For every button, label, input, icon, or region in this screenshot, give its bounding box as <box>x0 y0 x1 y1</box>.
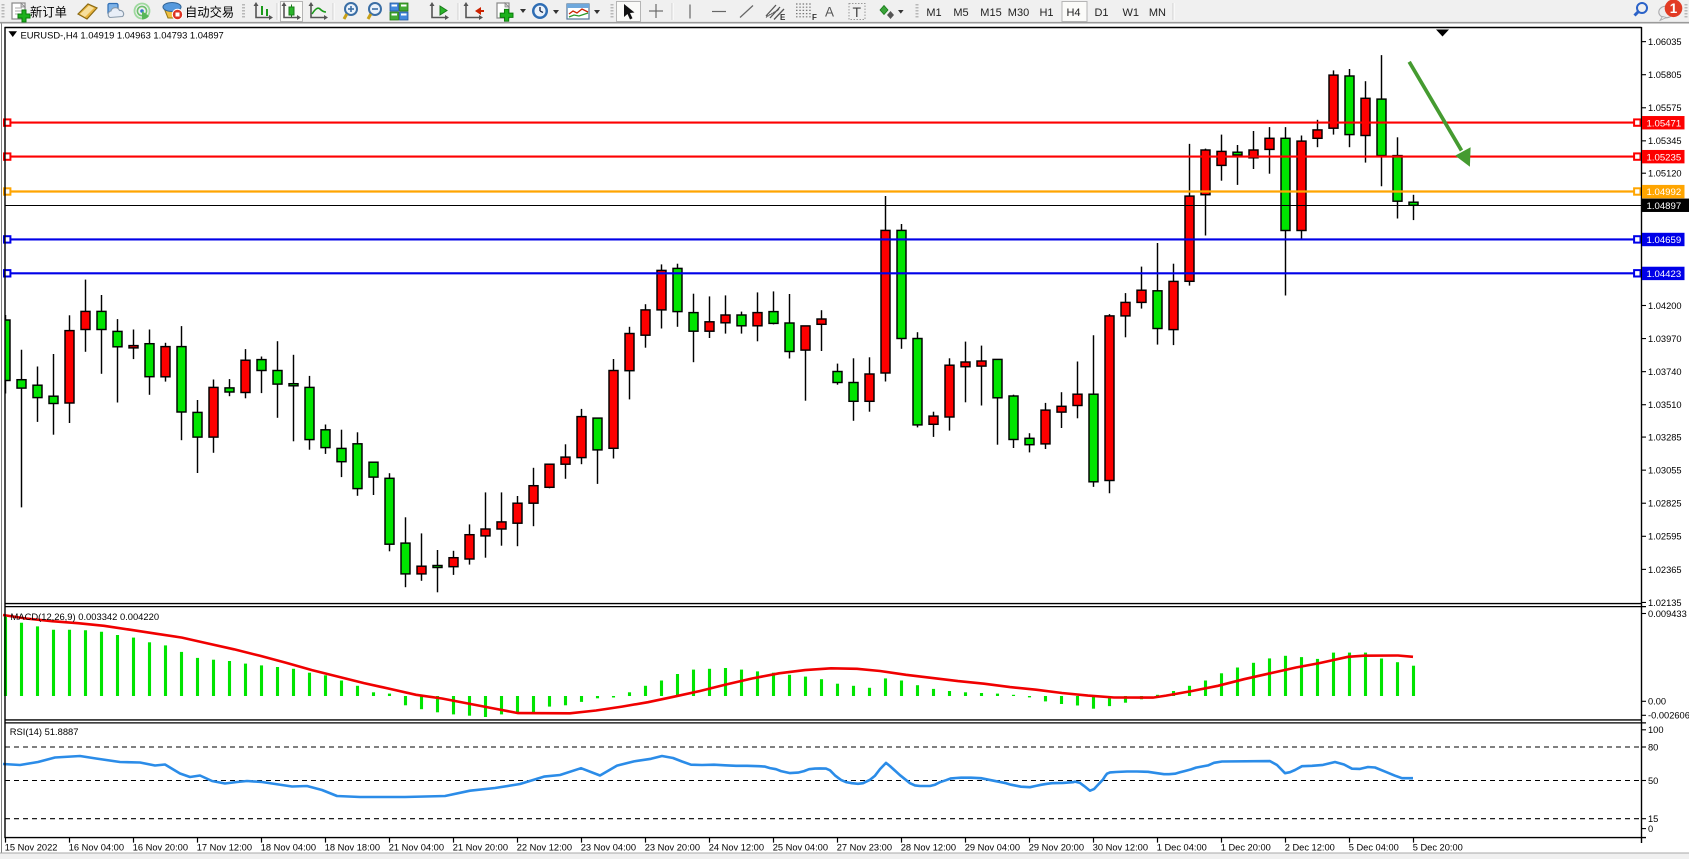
svg-text:28 Nov 12:00: 28 Nov 12:00 <box>901 842 956 852</box>
svg-text:1.02135: 1.02135 <box>1648 598 1682 608</box>
svg-text:1.04992: 1.04992 <box>1647 187 1682 198</box>
svg-text:E: E <box>780 13 786 22</box>
svg-text:1.06035: 1.06035 <box>1648 37 1682 47</box>
svg-text:1 Dec 04:00: 1 Dec 04:00 <box>1157 842 1207 852</box>
svg-text:0.009433: 0.009433 <box>1648 609 1687 619</box>
svg-text:50: 50 <box>1648 776 1658 786</box>
svg-text:1.05805: 1.05805 <box>1648 70 1682 80</box>
svg-text:新订单: 新订单 <box>30 5 67 20</box>
svg-text:23 Nov 20:00: 23 Nov 20:00 <box>645 842 700 852</box>
svg-text:1.05120: 1.05120 <box>1648 169 1682 179</box>
svg-text:F: F <box>812 13 817 22</box>
svg-text:MACD(12,26,9) 0.003342 0.00422: MACD(12,26,9) 0.003342 0.004220 <box>11 611 160 622</box>
svg-text:21 Nov 04:00: 21 Nov 04:00 <box>389 842 444 852</box>
svg-text:24 Nov 12:00: 24 Nov 12:00 <box>709 842 764 852</box>
svg-text:17 Nov 12:00: 17 Nov 12:00 <box>197 842 252 852</box>
svg-text:1.05575: 1.05575 <box>1648 103 1682 113</box>
svg-text:1.03285: 1.03285 <box>1648 432 1682 442</box>
svg-text:M15: M15 <box>980 7 1001 19</box>
svg-text:M5: M5 <box>953 7 968 19</box>
svg-text:1: 1 <box>1670 1 1678 16</box>
svg-text:1.02365: 1.02365 <box>1648 565 1682 575</box>
svg-text:A: A <box>825 5 834 20</box>
svg-text:22 Nov 12:00: 22 Nov 12:00 <box>517 842 572 852</box>
svg-text:自动交易: 自动交易 <box>185 5 234 20</box>
svg-text:RSI(14) 51.8887: RSI(14) 51.8887 <box>10 726 79 737</box>
svg-text:2 Dec 12:00: 2 Dec 12:00 <box>1285 842 1335 852</box>
svg-text:21 Nov 20:00: 21 Nov 20:00 <box>453 842 508 852</box>
svg-text:W1: W1 <box>1123 7 1140 19</box>
svg-text:23 Nov 04:00: 23 Nov 04:00 <box>581 842 636 852</box>
svg-text:H1: H1 <box>1039 7 1053 19</box>
svg-text:25 Nov 04:00: 25 Nov 04:00 <box>773 842 828 852</box>
svg-text:EURUSD-,H4 1.04919 1.04963 1.: EURUSD-,H4 1.04919 1.04963 1.04793 1.048… <box>21 29 224 40</box>
svg-text:1.03740: 1.03740 <box>1648 367 1682 377</box>
svg-text:1.05235: 1.05235 <box>1647 152 1682 163</box>
svg-text:1.02825: 1.02825 <box>1648 499 1682 509</box>
svg-text:1.03510: 1.03510 <box>1648 400 1682 410</box>
svg-text:0.00: 0.00 <box>1648 697 1666 707</box>
svg-text:1.04659: 1.04659 <box>1647 235 1682 246</box>
svg-text:1.05471: 1.05471 <box>1647 118 1682 129</box>
svg-text:1.04200: 1.04200 <box>1648 301 1682 311</box>
svg-text:1.04423: 1.04423 <box>1647 269 1682 280</box>
svg-text:0: 0 <box>1648 824 1653 834</box>
svg-text:H4: H4 <box>1066 7 1080 19</box>
svg-text:29 Nov 20:00: 29 Nov 20:00 <box>1029 842 1084 852</box>
svg-text:MN: MN <box>1149 7 1166 19</box>
svg-text:16 Nov 04:00: 16 Nov 04:00 <box>69 842 124 852</box>
svg-text:29 Nov 04:00: 29 Nov 04:00 <box>965 842 1020 852</box>
svg-text:1.04897: 1.04897 <box>1647 201 1682 212</box>
svg-text:30 Nov 12:00: 30 Nov 12:00 <box>1093 842 1148 852</box>
svg-text:16 Nov 20:00: 16 Nov 20:00 <box>133 842 188 852</box>
svg-text:M1: M1 <box>926 7 941 19</box>
svg-text:15: 15 <box>1648 814 1658 824</box>
svg-text:100: 100 <box>1648 725 1664 735</box>
svg-text:18 Nov 18:00: 18 Nov 18:00 <box>325 842 380 852</box>
svg-text:M30: M30 <box>1008 7 1029 19</box>
svg-text:15 Nov 2022: 15 Nov 2022 <box>5 842 58 852</box>
svg-text:1.03970: 1.03970 <box>1648 334 1682 344</box>
svg-text:80: 80 <box>1648 742 1658 752</box>
svg-text:1.05345: 1.05345 <box>1648 136 1682 146</box>
svg-text:27 Nov 23:00: 27 Nov 23:00 <box>837 842 892 852</box>
svg-text:-0.002606: -0.002606 <box>1648 711 1689 721</box>
svg-text:1.02595: 1.02595 <box>1648 532 1682 542</box>
svg-text:1 Dec 20:00: 1 Dec 20:00 <box>1221 842 1271 852</box>
svg-text:5 Dec 04:00: 5 Dec 04:00 <box>1349 842 1399 852</box>
svg-text:T: T <box>853 4 862 20</box>
svg-text:D1: D1 <box>1094 7 1108 19</box>
svg-text:1.03055: 1.03055 <box>1648 466 1682 476</box>
svg-text:5 Dec 20:00: 5 Dec 20:00 <box>1413 842 1463 852</box>
svg-text:18 Nov 04:00: 18 Nov 04:00 <box>261 842 316 852</box>
